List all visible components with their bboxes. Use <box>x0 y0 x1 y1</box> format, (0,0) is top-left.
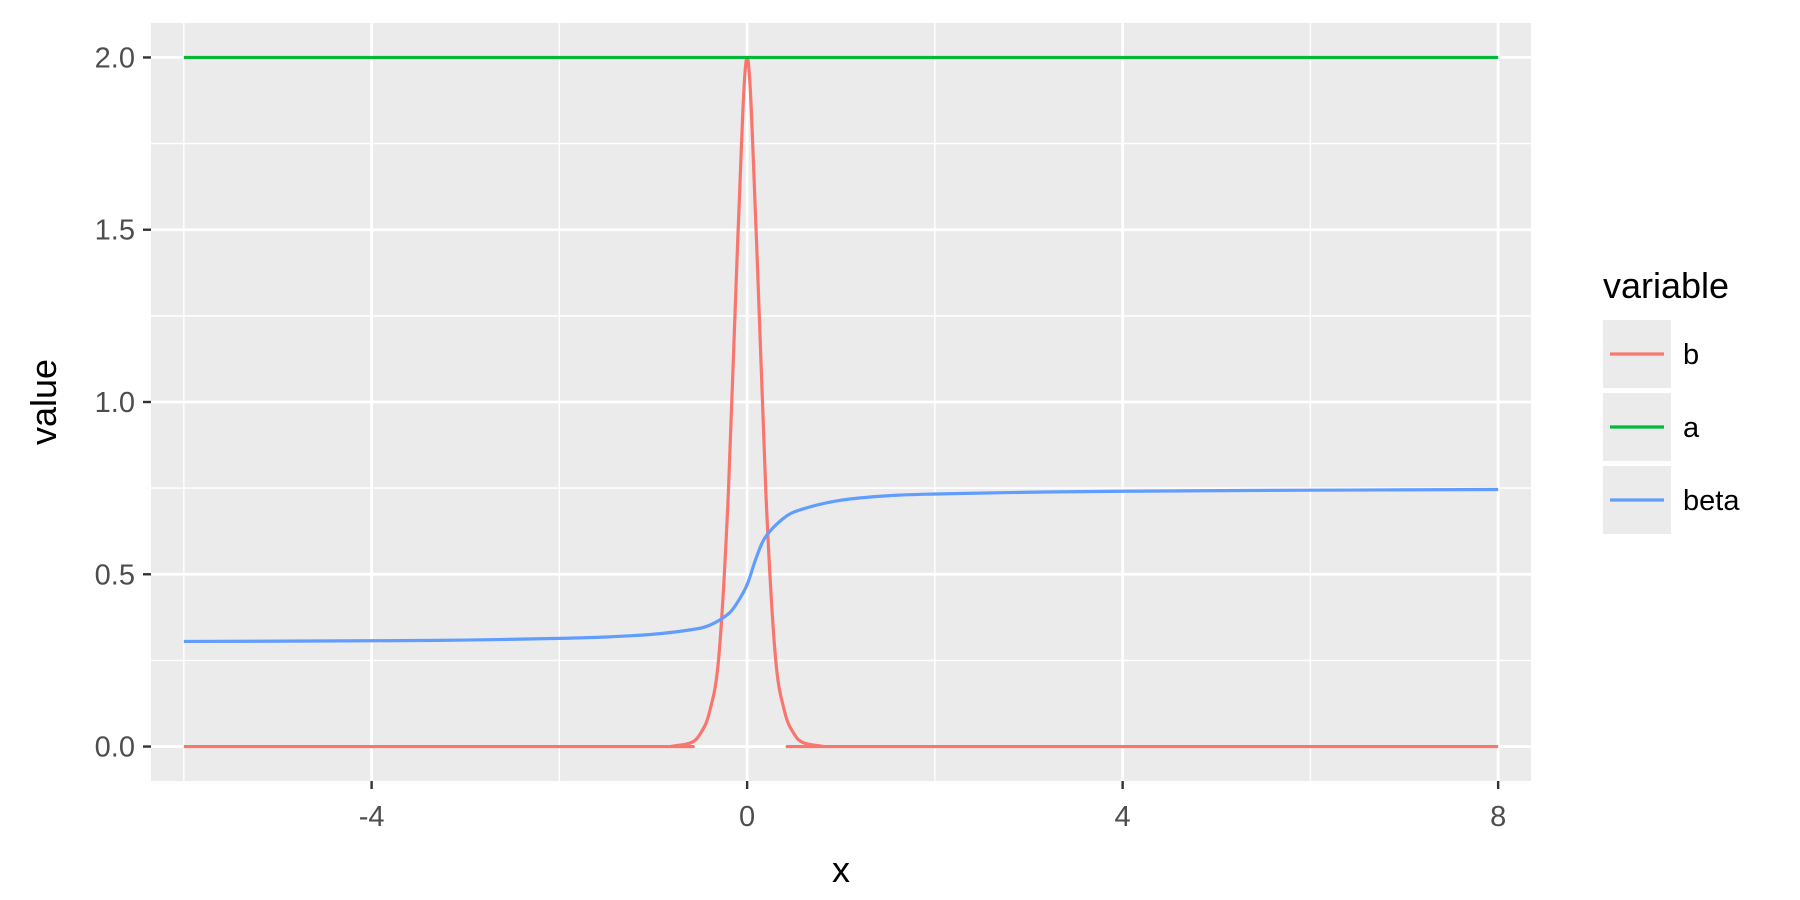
legend-item-a: a <box>1603 393 1700 461</box>
legend-label: beta <box>1683 485 1740 517</box>
y-axis-tick-labels: 0.0 0.5 1.0 1.5 2.0 <box>95 42 135 763</box>
x-axis-title: x <box>832 849 850 890</box>
x-axis-tick-labels: -4 0 4 8 <box>359 801 1506 833</box>
legend-label: b <box>1683 339 1699 371</box>
legend-item-beta: beta <box>1603 466 1740 534</box>
legend-label: a <box>1683 412 1700 444</box>
series-line-beta <box>183 487 1499 644</box>
x-tick-label: 8 <box>1490 801 1506 833</box>
y-axis-title: value <box>23 359 64 445</box>
x-tick-label: 4 <box>1115 801 1131 833</box>
legend: variable b a beta <box>1603 265 1740 534</box>
legend-item-b: b <box>1603 320 1699 388</box>
legend-title: variable <box>1603 265 1729 306</box>
series-lines <box>183 55 1499 749</box>
y-tick-label: 0.5 <box>95 559 135 591</box>
y-tick-label: 1.0 <box>95 387 135 419</box>
y-tick-label: 2.0 <box>95 42 135 74</box>
x-tick-label: -4 <box>359 801 385 833</box>
series-line-b <box>183 55 1499 749</box>
y-tick-label: 0.0 <box>95 732 135 764</box>
major-gridlines <box>151 23 1531 781</box>
axis-ticks <box>143 56 1500 789</box>
x-tick-label: 0 <box>739 801 755 833</box>
y-tick-label: 1.5 <box>95 215 135 247</box>
